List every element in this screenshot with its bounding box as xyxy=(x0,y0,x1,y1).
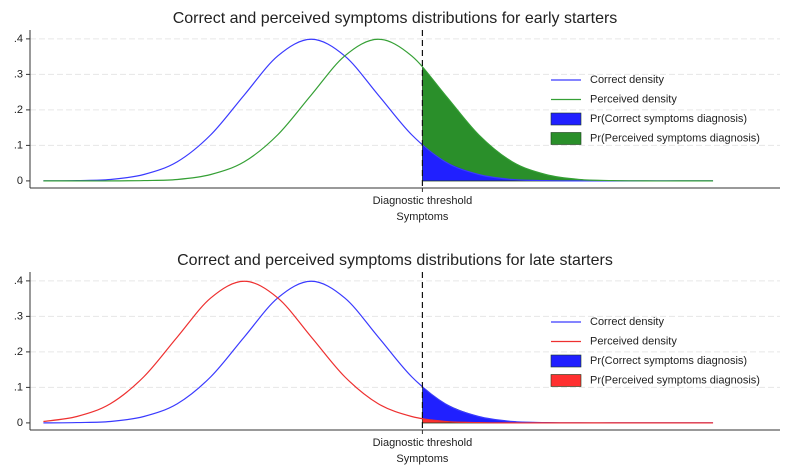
y-tick-label: .1 xyxy=(14,139,23,151)
area xyxy=(422,386,647,424)
y-tick-label: .4 xyxy=(14,275,23,287)
legend-label: Pr(Perceived symptoms diagnosis) xyxy=(590,374,760,386)
density-line xyxy=(43,38,714,182)
legend-swatch xyxy=(550,112,582,126)
y-tick-label: 0 xyxy=(17,175,23,187)
x-axis-label: Symptoms xyxy=(396,211,448,223)
y-tick-label: 0 xyxy=(17,417,23,429)
legend-swatch xyxy=(550,374,582,387)
legend-label: Pr(Correct symptoms diagnosis) xyxy=(590,113,747,125)
legend-label: Correct density xyxy=(590,316,664,328)
density-line xyxy=(43,280,714,424)
legend-swatch xyxy=(550,354,582,368)
y-tick-label: .2 xyxy=(14,346,23,358)
legend-label: Perceived density xyxy=(590,93,677,105)
legend-label: Correct density xyxy=(590,74,664,86)
x-tick-label: Diagnostic threshold xyxy=(373,437,473,449)
legend-label: Pr(Correct symptoms diagnosis) xyxy=(590,355,747,367)
y-tick-label: .3 xyxy=(14,68,23,80)
legend-label: Perceived density xyxy=(590,335,677,347)
x-tick-label: Diagnostic threshold xyxy=(373,195,473,207)
y-tick-label: .3 xyxy=(14,310,23,322)
chart-title: Correct and perceived symptoms distribut… xyxy=(177,252,613,269)
chart-title: Correct and perceived symptoms distribut… xyxy=(173,10,618,27)
legend-swatch xyxy=(550,132,582,145)
y-tick-label: .2 xyxy=(14,104,23,116)
y-tick-label: .4 xyxy=(14,33,23,45)
legend-label: Pr(Perceived symptoms diagnosis) xyxy=(590,132,760,144)
x-axis-label: Symptoms xyxy=(396,453,448,465)
y-tick-label: .1 xyxy=(14,381,23,393)
